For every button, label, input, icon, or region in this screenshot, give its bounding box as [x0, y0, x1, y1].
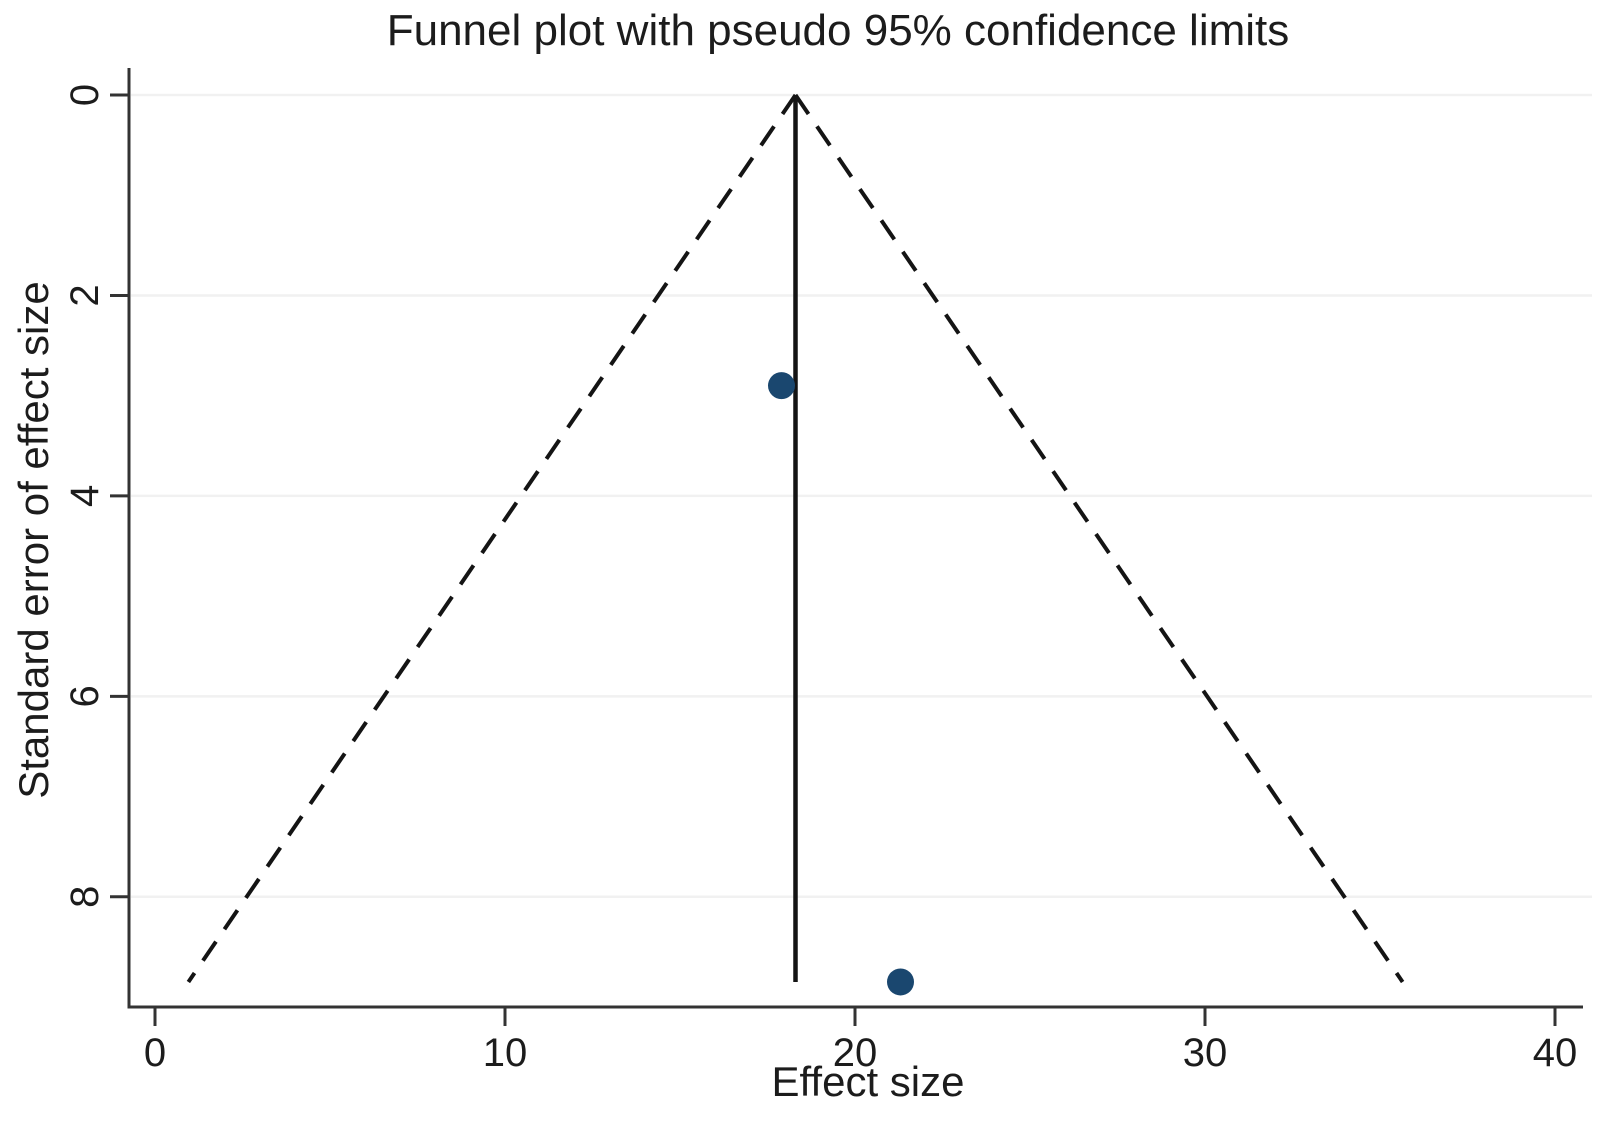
- x-tick-label: 10: [483, 1031, 528, 1075]
- y-tick-label: 2: [63, 284, 107, 306]
- funnel-left-ci-line: [186, 93, 798, 984]
- x-axis-title: Effect size: [771, 1058, 965, 1105]
- study-point: [887, 968, 914, 996]
- chart-title: Funnel plot with pseudo 95% confidence l…: [386, 6, 1290, 55]
- study-point: [768, 372, 795, 400]
- y-tick-label: 8: [63, 886, 107, 908]
- x-tick-label: 40: [1533, 1031, 1578, 1075]
- y-axis-title: Standard error of effect size: [10, 281, 57, 799]
- funnel-right-ci-line: [793, 93, 1405, 984]
- x-tick-label: 30: [1183, 1031, 1228, 1075]
- x-tick-label: 0: [144, 1031, 166, 1075]
- y-tick-label: 0: [63, 84, 107, 106]
- y-tick-label: 6: [63, 685, 107, 707]
- y-tick-label: 4: [63, 485, 107, 507]
- x-tick-label: 20: [833, 1031, 878, 1075]
